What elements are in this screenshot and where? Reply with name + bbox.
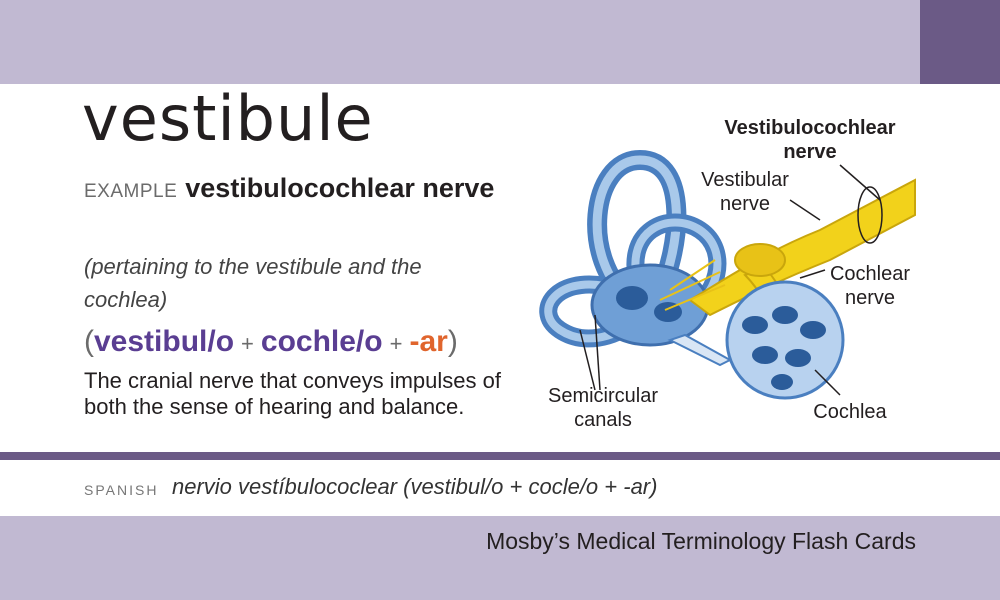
label-semicircular-canals-1: Semicircular bbox=[548, 385, 658, 407]
label-vestibular-nerve-2: nerve bbox=[720, 193, 770, 215]
breakdown-root-2: cochle/o bbox=[260, 325, 383, 358]
footer-title: Mosby’s Medical Terminology Flash Cards bbox=[486, 528, 916, 554]
inner-ear-illustration: Vestibulocochlear nerve Vestibular nerve… bbox=[539, 117, 916, 431]
label-cochlear-nerve-2: nerve bbox=[845, 287, 895, 309]
word-breakdown: (vestibul/o + cochle/o + -ar) bbox=[84, 322, 458, 364]
spanish-row bbox=[0, 460, 1000, 516]
section-divider bbox=[0, 452, 1000, 460]
label-vestibulocochlear-nerve-2: nerve bbox=[783, 141, 836, 163]
bottom-band bbox=[0, 516, 1000, 600]
breakdown-close-paren: ) bbox=[447, 325, 458, 358]
semicircular-canals-drawing bbox=[539, 149, 727, 348]
spanish-label: SPANISH bbox=[84, 482, 159, 498]
term-heading: vestibule bbox=[82, 82, 374, 155]
label-semicircular-canals-2: canals bbox=[574, 409, 632, 431]
breakdown-plus-1: + bbox=[241, 331, 254, 356]
label-cochlea: Cochlea bbox=[813, 401, 887, 423]
top-corner-block bbox=[920, 0, 1000, 84]
breakdown-suffix: -ar bbox=[409, 325, 448, 358]
label-vestibulocochlear-nerve-1: Vestibulocochlear bbox=[724, 117, 895, 139]
label-vestibular-nerve-1: Vestibular bbox=[701, 169, 789, 191]
top-band bbox=[0, 0, 1000, 84]
breakdown-plus-2: + bbox=[389, 331, 403, 356]
example-label: EXAMPLE bbox=[84, 181, 178, 202]
breakdown-root-1: vestibul/o bbox=[94, 325, 235, 358]
breakdown-open-paren: ( bbox=[84, 325, 94, 358]
example-line: EXAMPLE vestibulocochlear nerve bbox=[84, 168, 514, 212]
label-leader-lines bbox=[579, 164, 883, 396]
label-cochlear-nerve-1: Cochlear bbox=[830, 263, 910, 285]
example-meaning: (pertaining to the vestibule and the coc… bbox=[84, 254, 422, 312]
definition-text: The cranial nerve that conveys impulses … bbox=[84, 368, 501, 419]
spanish-translation: nervio vestíbulococlear (vestibul/o + co… bbox=[172, 474, 658, 499]
card-body bbox=[0, 84, 1000, 452]
example-term: vestibulocochlear nerve bbox=[185, 173, 495, 203]
cochlea-drawing bbox=[725, 280, 845, 400]
